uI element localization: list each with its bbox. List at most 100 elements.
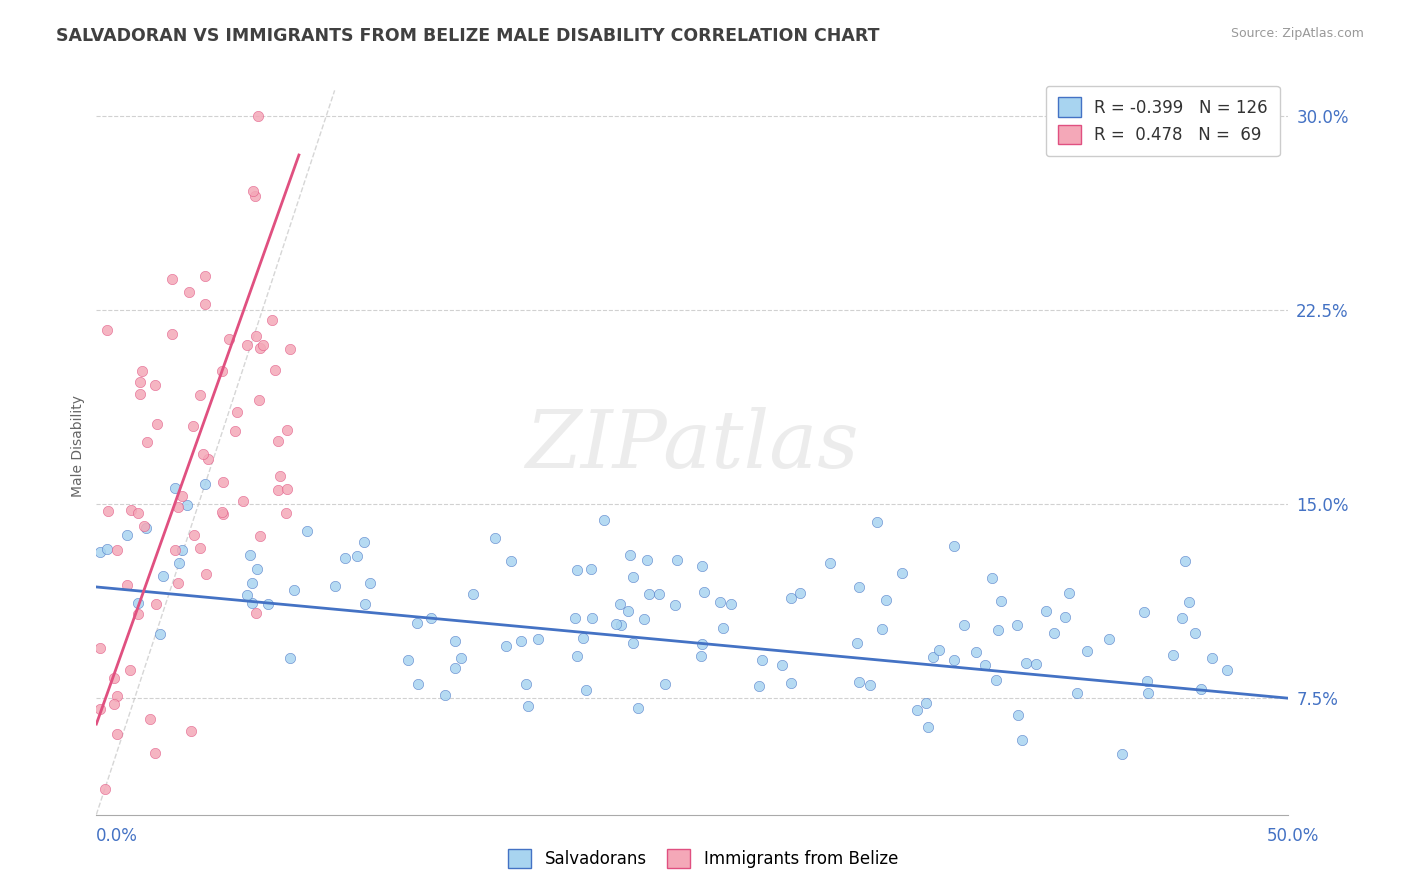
Point	[610, 618, 633, 632]
Point	[103, 671, 125, 685]
Point	[127, 607, 149, 622]
Point	[820, 556, 842, 570]
Point	[236, 338, 259, 352]
Point	[567, 649, 589, 664]
Point	[619, 548, 641, 562]
Point	[1136, 674, 1159, 689]
Point	[443, 661, 465, 675]
Point	[247, 109, 270, 123]
Point	[226, 405, 249, 419]
Point	[212, 475, 235, 490]
Point	[1076, 644, 1098, 658]
Point	[942, 539, 965, 553]
Point	[278, 342, 301, 356]
Point	[917, 720, 939, 734]
Point	[235, 588, 257, 602]
Point	[188, 388, 211, 402]
Point	[89, 701, 111, 715]
Point	[509, 633, 531, 648]
Text: Source: ZipAtlas.com: Source: ZipAtlas.com	[1230, 27, 1364, 40]
Point	[245, 606, 267, 620]
Point	[118, 663, 141, 677]
Point	[406, 677, 429, 691]
Point	[780, 591, 803, 605]
Point	[224, 424, 246, 438]
Point	[515, 677, 537, 691]
Point	[176, 498, 198, 512]
Point	[450, 651, 472, 665]
Point	[709, 595, 731, 609]
Point	[138, 712, 160, 726]
Point	[295, 524, 318, 539]
Point	[146, 417, 169, 431]
Point	[194, 567, 217, 582]
Point	[165, 542, 187, 557]
Point	[333, 550, 356, 565]
Point	[406, 616, 429, 631]
Point	[1111, 747, 1133, 762]
Point	[143, 746, 166, 760]
Point	[617, 604, 640, 618]
Point	[105, 543, 128, 558]
Point	[274, 506, 297, 520]
Point	[654, 677, 676, 691]
Point	[353, 535, 375, 549]
Point	[870, 622, 893, 636]
Point	[943, 653, 966, 667]
Point	[751, 653, 773, 667]
Point	[276, 423, 298, 437]
Point	[211, 364, 233, 378]
Point	[283, 582, 305, 597]
Point	[981, 571, 1004, 585]
Point	[194, 269, 217, 284]
Point	[240, 576, 263, 591]
Point	[770, 658, 793, 673]
Point	[267, 434, 290, 449]
Point	[145, 597, 167, 611]
Point	[211, 506, 233, 520]
Legend: R = -0.399   N = 126, R =  0.478   N =  69: R = -0.399 N = 126, R = 0.478 N = 69	[1046, 86, 1279, 156]
Point	[987, 623, 1010, 637]
Text: ZIPatlas: ZIPatlas	[526, 408, 859, 484]
Point	[1136, 686, 1159, 700]
Point	[257, 598, 280, 612]
Point	[96, 541, 118, 556]
Point	[605, 617, 627, 632]
Point	[193, 447, 215, 461]
Point	[89, 640, 111, 655]
Point	[627, 700, 650, 714]
Point	[359, 575, 381, 590]
Point	[127, 507, 149, 521]
Point	[152, 569, 174, 583]
Point	[197, 452, 219, 467]
Point	[779, 675, 801, 690]
Point	[579, 562, 602, 576]
Point	[353, 597, 375, 611]
Point	[127, 596, 149, 610]
Point	[183, 528, 205, 542]
Point	[986, 673, 1008, 688]
Point	[242, 184, 264, 198]
Text: 50.0%: 50.0%	[1267, 827, 1319, 845]
Point	[94, 781, 117, 796]
Point	[965, 645, 987, 659]
Point	[246, 562, 269, 576]
Point	[105, 689, 128, 703]
Point	[1054, 610, 1077, 624]
Point	[1066, 686, 1088, 700]
Point	[239, 548, 262, 562]
Point	[136, 435, 159, 450]
Point	[1007, 618, 1029, 632]
Point	[1011, 732, 1033, 747]
Point	[527, 632, 550, 646]
Legend: Salvadorans, Immigrants from Belize: Salvadorans, Immigrants from Belize	[502, 842, 904, 875]
Point	[461, 587, 484, 601]
Point	[96, 323, 118, 337]
Point	[243, 189, 266, 203]
Point	[240, 596, 263, 610]
Point	[107, 726, 129, 740]
Point	[690, 648, 713, 663]
Point	[180, 723, 202, 738]
Point	[692, 637, 714, 651]
Point	[1201, 651, 1223, 665]
